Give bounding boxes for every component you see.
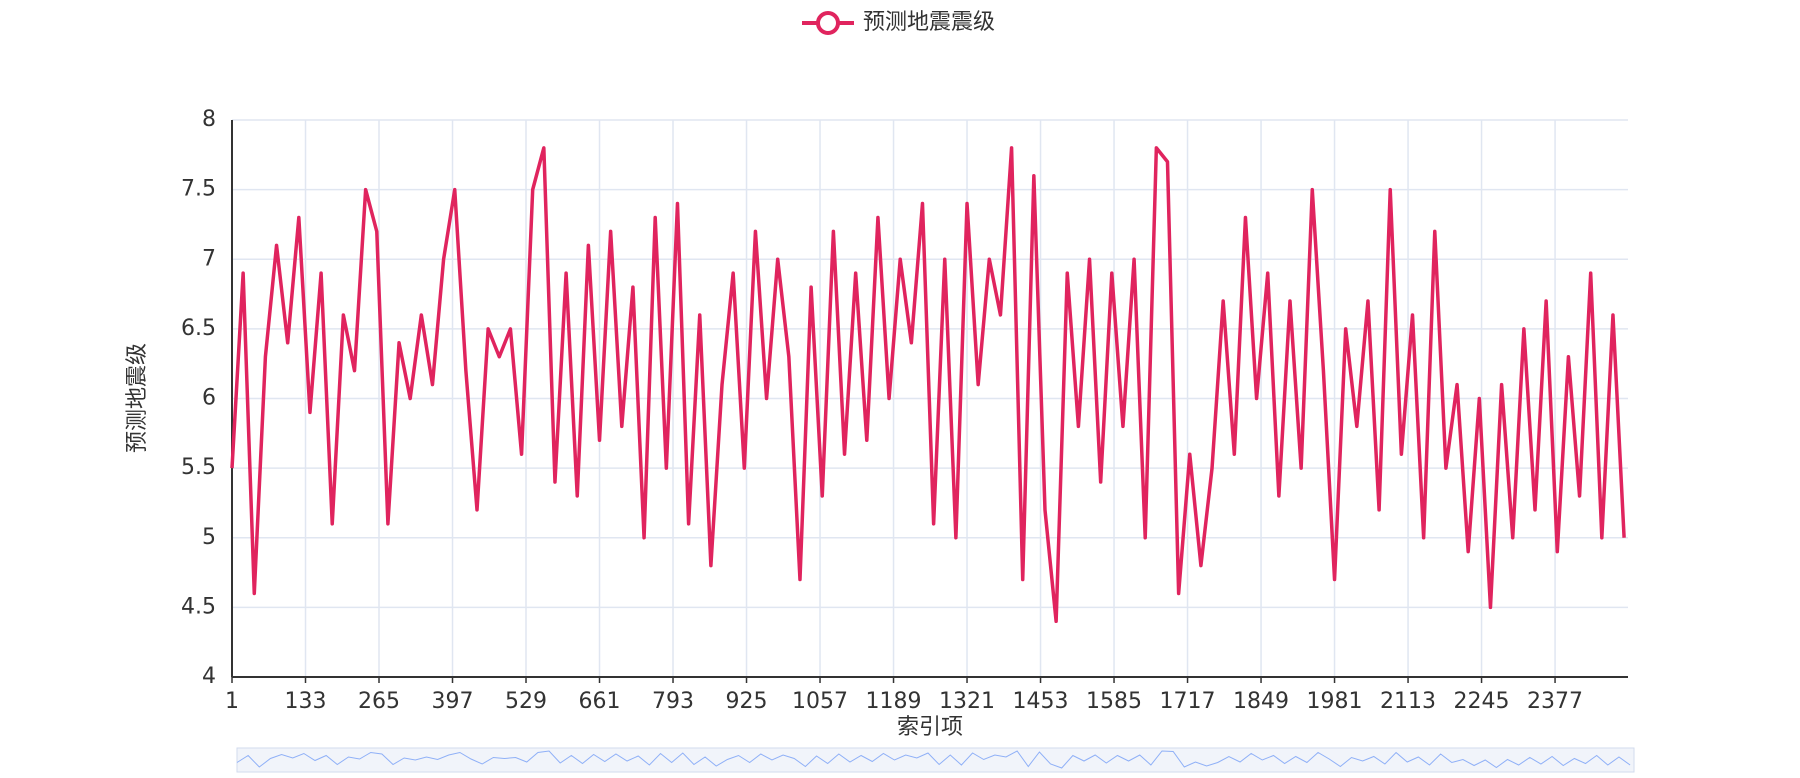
x-tick-label: 1981: [1307, 689, 1363, 714]
x-tick-label: 265: [358, 689, 400, 714]
x-tick-label: 793: [652, 689, 694, 714]
y-tick-label: 7: [202, 246, 216, 271]
x-tick-label: 2113: [1380, 689, 1436, 714]
x-axis-title: 索引项: [897, 715, 963, 740]
y-axis-title: 预测地震级: [125, 343, 150, 453]
y-tick-label: 5: [202, 525, 216, 550]
y-tick-label: 6: [202, 386, 216, 411]
x-tick-label: 925: [726, 689, 768, 714]
x-tick-label: 2377: [1527, 689, 1583, 714]
y-tick-label: 4: [202, 664, 216, 689]
x-tick-label: 1057: [792, 689, 848, 714]
data-zoom[interactable]: [236, 747, 1635, 773]
legend-label[interactable]: 预测地震震级: [863, 10, 995, 35]
x-tick-label: 2245: [1454, 689, 1510, 714]
x-tick-label: 661: [579, 689, 621, 714]
y-tick-label: 7.5: [181, 177, 216, 202]
x-tick-label: 1: [225, 689, 239, 714]
y-tick-label: 4.5: [181, 594, 216, 619]
y-tick-label: 6.5: [181, 316, 216, 341]
x-tick-label: 133: [285, 689, 327, 714]
x-tick-label: 1321: [939, 689, 995, 714]
x-tick-label: 1189: [866, 689, 922, 714]
series-line: [230, 146, 1626, 624]
legend-icon: [816, 11, 840, 35]
x-tick-label: 1585: [1086, 689, 1142, 714]
y-tick-label: 8: [202, 107, 216, 132]
y-tick-label: 5.5: [181, 455, 216, 480]
x-tick-label: 529: [505, 689, 547, 714]
x-tick-label: 1849: [1233, 689, 1289, 714]
x-tick-label: 1453: [1013, 689, 1069, 714]
x-tick-label: 1717: [1160, 689, 1216, 714]
zoom-preview: [236, 750, 1631, 769]
x-tick-label: 397: [432, 689, 474, 714]
